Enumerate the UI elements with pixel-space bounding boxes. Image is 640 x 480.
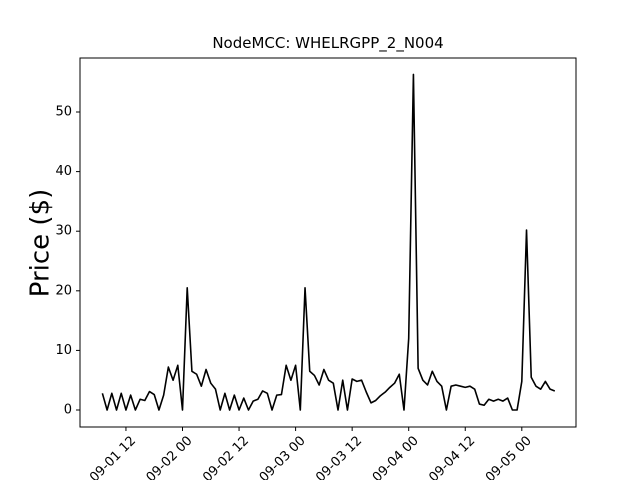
x-tick-label: 09-05 00 bbox=[483, 433, 535, 480]
x-tick-label: 09-02 12 bbox=[200, 433, 252, 480]
x-tick-label: 09-04 12 bbox=[426, 433, 478, 480]
x-tick-label: 09-03 12 bbox=[313, 433, 365, 480]
x-tick-label: 09-03 00 bbox=[257, 433, 309, 480]
y-tick-label: 40 bbox=[55, 164, 72, 179]
y-tick-label: 0 bbox=[64, 403, 72, 418]
plot-frame bbox=[79, 57, 577, 428]
y-axis-label: Price ($) bbox=[26, 189, 56, 298]
x-tick-label: 09-01 12 bbox=[87, 433, 139, 480]
y-tick-label: 10 bbox=[55, 343, 72, 358]
price-line bbox=[101, 73, 556, 411]
x-tick-label: 09-02 00 bbox=[144, 433, 196, 480]
chart-title: NodeMCC: WHELRGPP_2_N004 bbox=[212, 34, 443, 53]
y-tick-label: 20 bbox=[55, 283, 72, 298]
y-tick-label: 50 bbox=[55, 105, 72, 120]
x-tick-label: 09-04 00 bbox=[370, 433, 422, 480]
y-tick-label: 30 bbox=[55, 224, 72, 239]
